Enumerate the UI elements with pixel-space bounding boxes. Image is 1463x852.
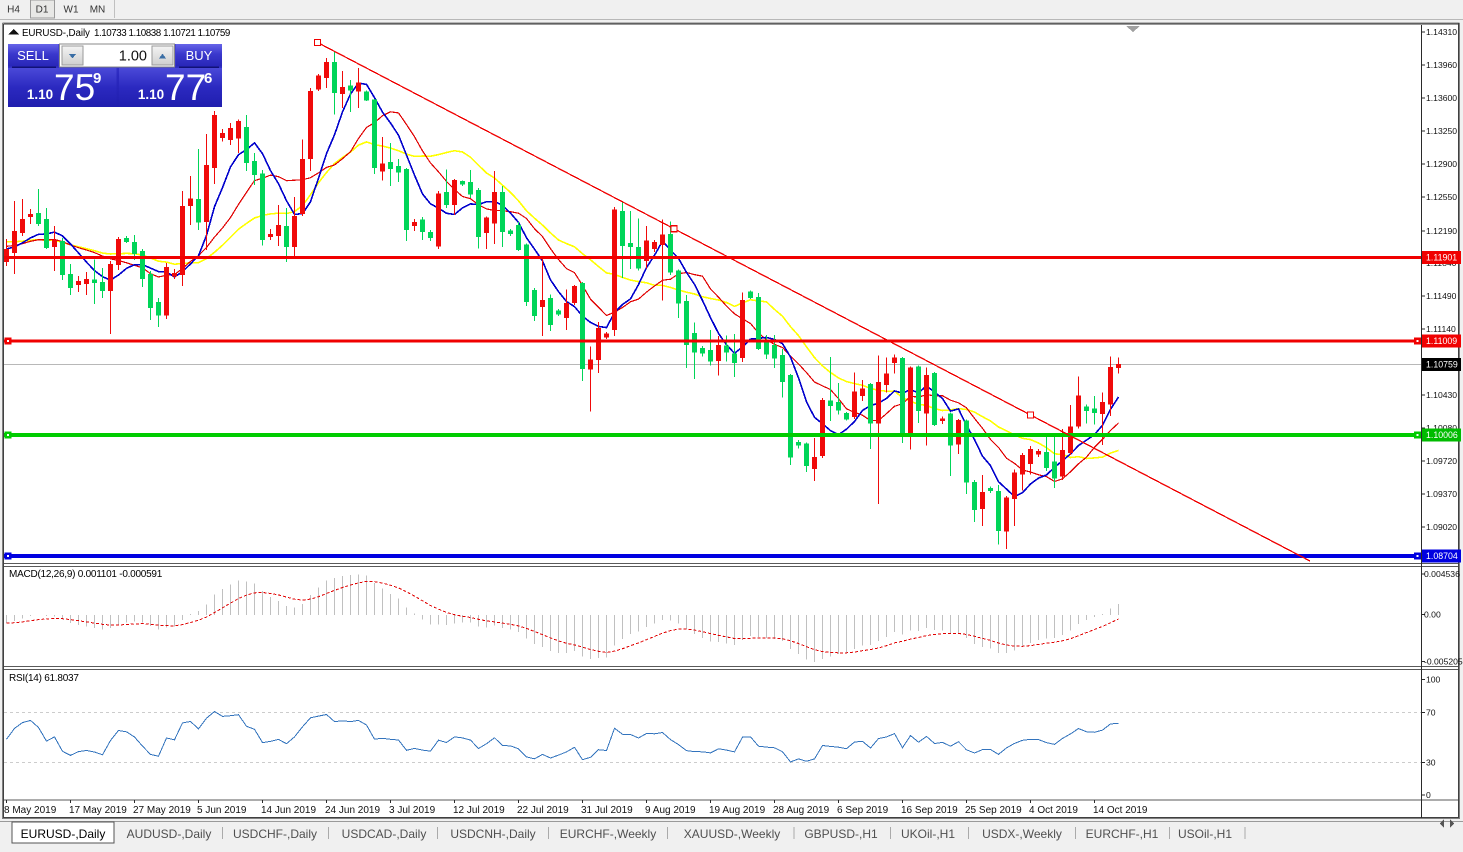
svg-text:1.09020: 1.09020	[1426, 522, 1457, 532]
svg-text:AUDUSD-,Daily: AUDUSD-,Daily	[127, 827, 212, 841]
svg-text:75: 75	[54, 67, 95, 108]
svg-text:EURUSD-,Daily: EURUSD-,Daily	[21, 827, 106, 841]
svg-text:1.10759: 1.10759	[1426, 360, 1458, 370]
svg-text:12 Jul 2019: 12 Jul 2019	[453, 805, 505, 816]
svg-text:14 Jun 2019: 14 Jun 2019	[261, 805, 316, 816]
svg-text:28 Aug 2019: 28 Aug 2019	[773, 805, 830, 816]
svg-text:-0.005205: -0.005205	[1424, 657, 1463, 667]
svg-text:1.12550: 1.12550	[1426, 192, 1457, 202]
svg-text:USDCAD-,Daily: USDCAD-,Daily	[342, 827, 427, 841]
svg-text:19 Aug 2019: 19 Aug 2019	[709, 805, 766, 816]
svg-text:22 Jul 2019: 22 Jul 2019	[517, 805, 569, 816]
svg-text:4 Oct 2019: 4 Oct 2019	[1029, 805, 1078, 816]
svg-text:MACD(12,26,9) 0.001101 -0.0005: MACD(12,26,9) 0.001101 -0.000591	[9, 569, 163, 580]
svg-text:6: 6	[204, 70, 212, 87]
svg-text:1.13600: 1.13600	[1426, 93, 1457, 103]
svg-text:EURCHF-,Weekly: EURCHF-,Weekly	[560, 827, 656, 841]
svg-text:D1: D1	[36, 5, 49, 16]
svg-text:1.10: 1.10	[138, 87, 164, 102]
svg-text:16 Sep 2019: 16 Sep 2019	[901, 805, 958, 816]
svg-text:9 Aug 2019: 9 Aug 2019	[645, 805, 696, 816]
svg-text:1.09720: 1.09720	[1426, 456, 1457, 466]
svg-text:EURUSD-,Daily: EURUSD-,Daily	[22, 28, 90, 39]
svg-text:BUY: BUY	[186, 48, 213, 63]
svg-text:1.00: 1.00	[119, 49, 147, 65]
svg-text:30: 30	[1426, 758, 1436, 768]
svg-text:W1: W1	[64, 5, 79, 16]
svg-text:3 Jul 2019: 3 Jul 2019	[389, 805, 436, 816]
svg-text:USDX-,Weekly: USDX-,Weekly	[982, 827, 1062, 841]
svg-text:1.13250: 1.13250	[1426, 126, 1457, 136]
svg-text:GBPUSD-,H1: GBPUSD-,H1	[804, 827, 878, 841]
svg-text:1.14310: 1.14310	[1426, 27, 1457, 37]
svg-text:H4: H4	[7, 5, 20, 16]
svg-text:USDCNH-,Daily: USDCNH-,Daily	[450, 827, 535, 841]
svg-text:UKOil-,H1: UKOil-,H1	[901, 827, 955, 841]
svg-text:0: 0	[1426, 790, 1431, 800]
svg-text:1.11490: 1.11490	[1426, 291, 1457, 301]
svg-text:100: 100	[1426, 675, 1441, 685]
svg-text:1.10: 1.10	[27, 87, 53, 102]
svg-text:9: 9	[93, 70, 101, 87]
svg-text:0.004536: 0.004536	[1424, 569, 1460, 579]
svg-text:XAUUSD-,Weekly: XAUUSD-,Weekly	[684, 827, 780, 841]
svg-text:5 Jun 2019: 5 Jun 2019	[197, 805, 247, 816]
svg-text:RSI(14) 61.8037: RSI(14) 61.8037	[9, 673, 79, 684]
svg-text:8 May 2019: 8 May 2019	[4, 805, 57, 816]
svg-text:14 Oct 2019: 14 Oct 2019	[1093, 805, 1148, 816]
svg-text:24 Jun 2019: 24 Jun 2019	[325, 805, 380, 816]
svg-text:25 Sep 2019: 25 Sep 2019	[965, 805, 1022, 816]
svg-text:1.12190: 1.12190	[1426, 226, 1457, 236]
svg-text:EURCHF-,H1: EURCHF-,H1	[1086, 827, 1159, 841]
svg-text:1.13960: 1.13960	[1426, 60, 1457, 70]
svg-text:1.10080: 1.10080	[1426, 423, 1457, 433]
svg-text:70: 70	[1426, 708, 1436, 718]
svg-text:6 Sep 2019: 6 Sep 2019	[837, 805, 889, 816]
svg-text:27 May 2019: 27 May 2019	[133, 805, 191, 816]
svg-text:SELL: SELL	[17, 48, 49, 63]
svg-text:77: 77	[165, 67, 206, 108]
svg-text:0.00: 0.00	[1424, 610, 1441, 620]
svg-text:USDCHF-,Daily: USDCHF-,Daily	[233, 827, 317, 841]
svg-text:USOil-,H1: USOil-,H1	[1178, 827, 1232, 841]
svg-text:1.10733 1.10838 1.10721 1.1075: 1.10733 1.10838 1.10721 1.10759	[94, 28, 230, 39]
svg-text:1.11009: 1.11009	[1426, 336, 1457, 346]
svg-text:1.12900: 1.12900	[1426, 159, 1457, 169]
svg-text:1.10430: 1.10430	[1426, 390, 1457, 400]
svg-text:MN: MN	[90, 5, 106, 16]
svg-text:1.09370: 1.09370	[1426, 489, 1457, 499]
svg-text:1.10006: 1.10006	[1426, 430, 1458, 440]
svg-text:31 Jul 2019: 31 Jul 2019	[581, 805, 633, 816]
svg-text:1.11901: 1.11901	[1426, 253, 1457, 263]
svg-text:1.08704: 1.08704	[1426, 551, 1458, 561]
svg-text:17 May 2019: 17 May 2019	[69, 805, 127, 816]
svg-text:1.11140: 1.11140	[1426, 324, 1456, 334]
